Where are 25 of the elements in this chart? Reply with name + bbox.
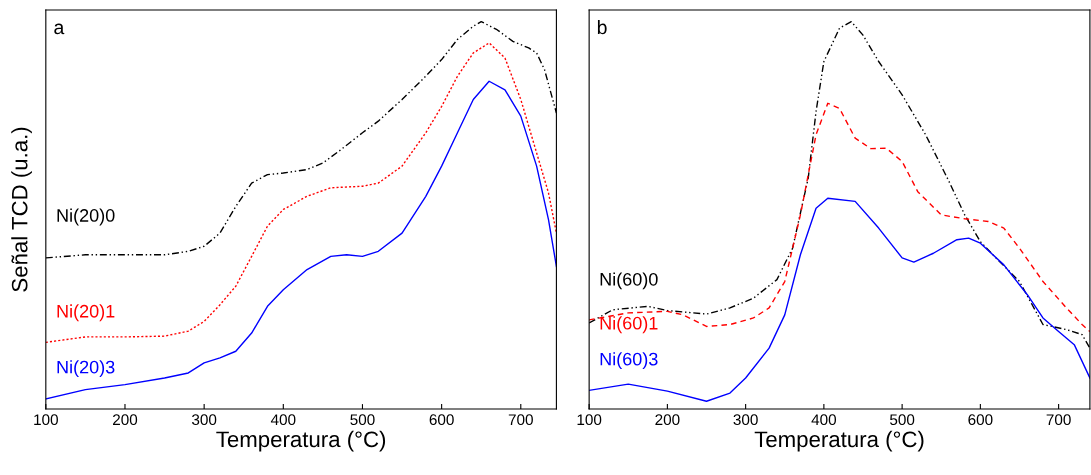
annotation: b [597, 19, 607, 35]
annotation: a [54, 23, 65, 35]
x-tick-label: 100 [577, 414, 602, 426]
x-tick-label: 100 [34, 414, 58, 426]
series-label: Ni(20)1 [57, 304, 115, 322]
x-tick-label: 200 [113, 414, 138, 426]
x-tick-label: 700 [508, 414, 533, 426]
x-tick-label: 400 [270, 414, 296, 426]
x-axis-title: Temperatura (°C) [216, 430, 386, 452]
y-axis-title: Señal TCD (u.a.) [11, 127, 32, 292]
series-label: Ni(20)3 [57, 360, 115, 378]
x-tick-label: 600 [429, 414, 454, 426]
x-tick-label: 500 [889, 414, 915, 426]
x-tick-label: 200 [655, 414, 680, 426]
x-tick-label: 400 [811, 414, 837, 426]
x-tick-label: 300 [733, 414, 758, 426]
x-axis-title: Temperatura (°C) [754, 430, 924, 452]
x-tick-label: 700 [1046, 414, 1071, 426]
x-tick-label: 300 [191, 414, 217, 426]
series-label: Ni(60)0 [600, 272, 658, 290]
x-tick-label: 500 [350, 414, 375, 426]
series-label: Ni(20)0 [57, 208, 115, 226]
x-tick-label: 600 [968, 414, 993, 426]
series-label: Ni(60)3 [600, 352, 658, 370]
series-label: Ni(60)1 [600, 316, 658, 334]
